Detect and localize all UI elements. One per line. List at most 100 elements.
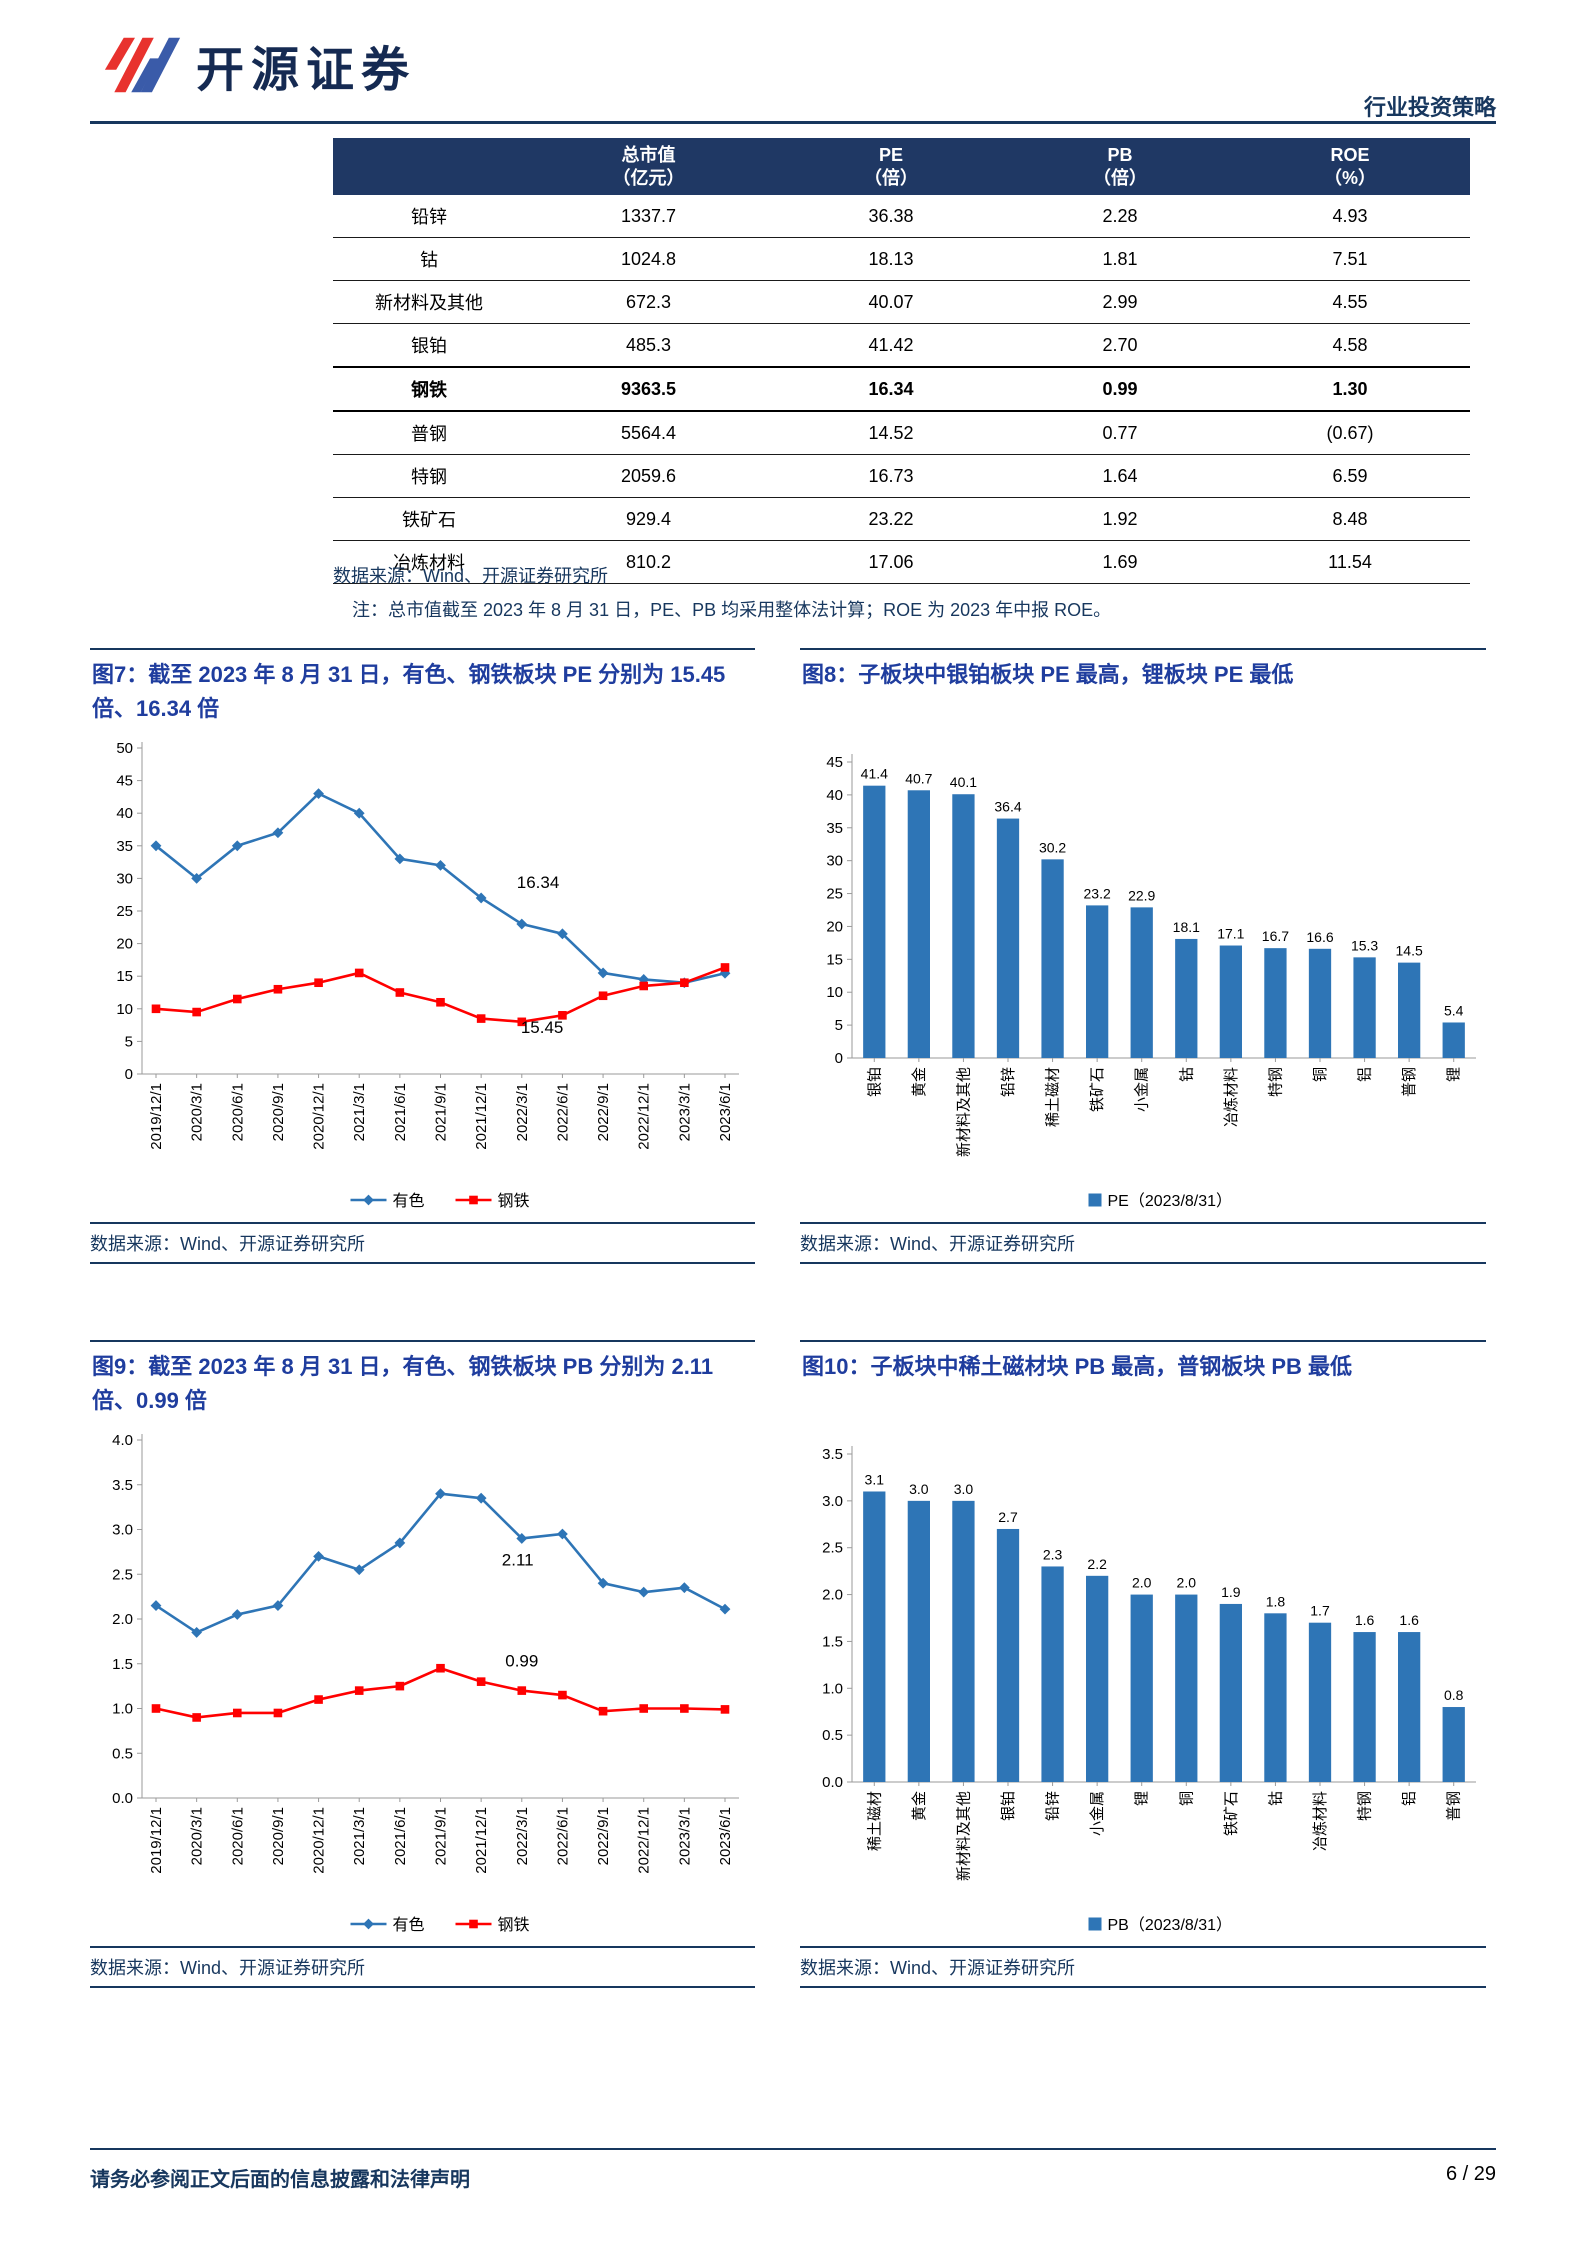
svg-text:3.1: 3.1 (865, 1471, 885, 1487)
figure-8: 图8：子板块中银铂板块 PE 最高，锂板块 PE 最低 0 5 10 15 20 25 30… (800, 648, 1486, 1264)
table-source: 数据来源：Wind、开源证券研究所 (333, 566, 609, 586)
svg-text:特钢: 特钢 (1357, 1791, 1374, 1821)
svg-text:1.5: 1.5 (822, 1633, 843, 1650)
line-chart-svg: 0.0 0.5 1.0 1.5 2.0 2.5 3.0 3.5 4.0 2019/12/1 2020… (90, 1426, 755, 1946)
svg-text:22.9: 22.9 (1128, 887, 1155, 903)
figure-10-chart: 0.0 0.5 1.0 1.5 2.0 2.5 3.0 3.5 3.1 3.0 3.0 2.7 2.3 2… (800, 1426, 1486, 1946)
svg-text:2020/6/1: 2020/6/1 (229, 1807, 246, 1865)
svg-text:2020/12/1: 2020/12/1 (311, 1807, 328, 1874)
svg-text:10: 10 (116, 1001, 133, 1018)
table-row: 冶炼材料 810.2 17.06 1.69 11.54 (333, 540, 1470, 584)
row-label: 特钢 (333, 454, 525, 498)
svg-text:36.4: 36.4 (994, 799, 1021, 815)
header-logo: 开源证券 (88, 30, 416, 100)
figure-10: 图10：子板块中稀土磁材块 PB 最高，普钢板块 PB 最低 0.0 0.5 1.0… (800, 1340, 1486, 1988)
svg-text:0.8: 0.8 (1444, 1687, 1464, 1703)
svg-text:2.11: 2.11 (502, 1550, 534, 1569)
svg-text:40.7: 40.7 (905, 770, 932, 786)
svg-text:钢铁: 钢铁 (498, 1192, 530, 1210)
svg-text:PB（2023/8/31）: PB（2023/8/31） (1108, 1916, 1233, 1934)
brand-name: 开源证券 (196, 44, 417, 97)
table-column-header: PE （倍） (772, 138, 1010, 195)
cell-value: 16.34 (772, 366, 1010, 412)
svg-text:17.1: 17.1 (1217, 926, 1244, 942)
svg-text:锂: 锂 (1446, 1067, 1463, 1082)
svg-text:2020/9/1: 2020/9/1 (270, 1807, 287, 1865)
svg-text:黄金: 黄金 (911, 1791, 928, 1821)
svg-text:23.2: 23.2 (1084, 885, 1111, 901)
svg-text:铁矿石: 铁矿石 (1089, 1067, 1106, 1112)
svg-text:铅锌: 铅锌 (1000, 1067, 1017, 1097)
svg-text:30.2: 30.2 (1039, 839, 1066, 855)
svg-text:45: 45 (116, 773, 133, 790)
svg-text:1.8: 1.8 (1266, 1593, 1286, 1609)
svg-text:1.9: 1.9 (1221, 1584, 1241, 1600)
svg-text:0.5: 0.5 (112, 1745, 133, 1762)
svg-text:铜: 铜 (1178, 1791, 1195, 1806)
svg-text:5: 5 (125, 1033, 133, 1050)
svg-text:35: 35 (116, 838, 133, 855)
svg-text:5: 5 (835, 1017, 843, 1034)
svg-text:30: 30 (826, 853, 843, 870)
cell-value: 4.55 (1230, 280, 1470, 324)
cell-value: 929.4 (525, 497, 772, 541)
valuation-table: 总市值 （亿元） PE （倍） PB （倍） ROE （%） 铅锌 1337.7 36.38 2.2… (333, 138, 1470, 584)
cell-value: 16.73 (772, 454, 1010, 498)
svg-text:2020/3/1: 2020/3/1 (189, 1807, 206, 1865)
svg-text:1.6: 1.6 (1355, 1612, 1375, 1628)
doc-type-label: 行业投资策略 (1363, 95, 1496, 120)
svg-text:2021/9/1: 2021/9/1 (433, 1807, 450, 1865)
cell-value: 2.28 (1010, 195, 1230, 238)
svg-text:2020/12/1: 2020/12/1 (311, 1083, 328, 1150)
cell-value: 1.92 (1010, 497, 1230, 541)
cell-value: 1.81 (1010, 237, 1230, 281)
source-text: 数据来源：Wind、开源证券研究所 (90, 1958, 366, 1978)
svg-text:2021/12/1: 2021/12/1 (473, 1083, 490, 1150)
svg-text:15.45: 15.45 (521, 1018, 564, 1037)
svg-text:2.5: 2.5 (112, 1566, 133, 1583)
cell-value: (0.67) (1230, 411, 1470, 455)
figure-8-source: 数据来源：Wind、开源证券研究所 (800, 1222, 1486, 1264)
cell-value: 4.58 (1230, 323, 1470, 368)
svg-text:20: 20 (826, 918, 843, 935)
svg-text:0: 0 (125, 1066, 133, 1083)
svg-text:2.0: 2.0 (822, 1587, 843, 1604)
cell-value: 40.07 (772, 280, 1010, 324)
svg-text:有色: 有色 (393, 1192, 425, 1210)
svg-text:18.1: 18.1 (1173, 919, 1200, 935)
svg-text:4.0: 4.0 (112, 1432, 133, 1449)
cell-value: 0.77 (1010, 411, 1230, 455)
cell-value: 17.06 (772, 540, 1010, 584)
svg-text:2.3: 2.3 (1043, 1546, 1063, 1562)
table-row: 银铂 485.3 41.42 2.70 4.58 (333, 323, 1470, 368)
svg-text:稀土磁材: 稀土磁材 (866, 1791, 883, 1851)
svg-text:2021/3/1: 2021/3/1 (351, 1083, 368, 1141)
table-column-header: 总市值 （亿元） (525, 138, 772, 195)
svg-text:35: 35 (826, 820, 843, 837)
row-label: 钢铁 (333, 366, 525, 412)
table-header-corner (333, 138, 525, 195)
figure-7-source: 数据来源：Wind、开源证券研究所 (90, 1222, 755, 1264)
svg-text:41.4: 41.4 (861, 766, 888, 782)
svg-text:30: 30 (116, 870, 133, 887)
svg-text:1.6: 1.6 (1399, 1612, 1419, 1628)
row-label: 铁矿石 (333, 497, 525, 541)
page-number: 6 / 29 (1445, 2163, 1496, 2185)
svg-text:2.0: 2.0 (1177, 1575, 1197, 1591)
footer-disclaimer: 请务必参阅正文后面的信息披露和法律声明 (90, 2169, 470, 2191)
svg-text:锂: 锂 (1134, 1791, 1151, 1806)
svg-text:2019/12/1: 2019/12/1 (148, 1807, 165, 1874)
cell-value: 2.99 (1010, 280, 1230, 324)
svg-text:40: 40 (116, 805, 133, 822)
svg-text:2019/12/1: 2019/12/1 (148, 1083, 165, 1150)
svg-text:1.0: 1.0 (822, 1680, 843, 1697)
svg-text:3.0: 3.0 (112, 1522, 133, 1539)
svg-text:新材料及其他: 新材料及其他 (955, 1791, 972, 1881)
svg-text:2020/9/1: 2020/9/1 (270, 1083, 287, 1141)
svg-text:15: 15 (116, 968, 133, 985)
svg-text:稀土磁材: 稀土磁材 (1045, 1067, 1062, 1127)
svg-text:铝: 铝 (1357, 1067, 1374, 1082)
bar-chart-svg: 0.0 0.5 1.0 1.5 2.0 2.5 3.0 3.5 3.1 3.0 3.0 2.7 2.3 2… (800, 1426, 1486, 1946)
cell-value: 6.59 (1230, 454, 1470, 498)
svg-text:2022/12/1: 2022/12/1 (636, 1083, 653, 1150)
